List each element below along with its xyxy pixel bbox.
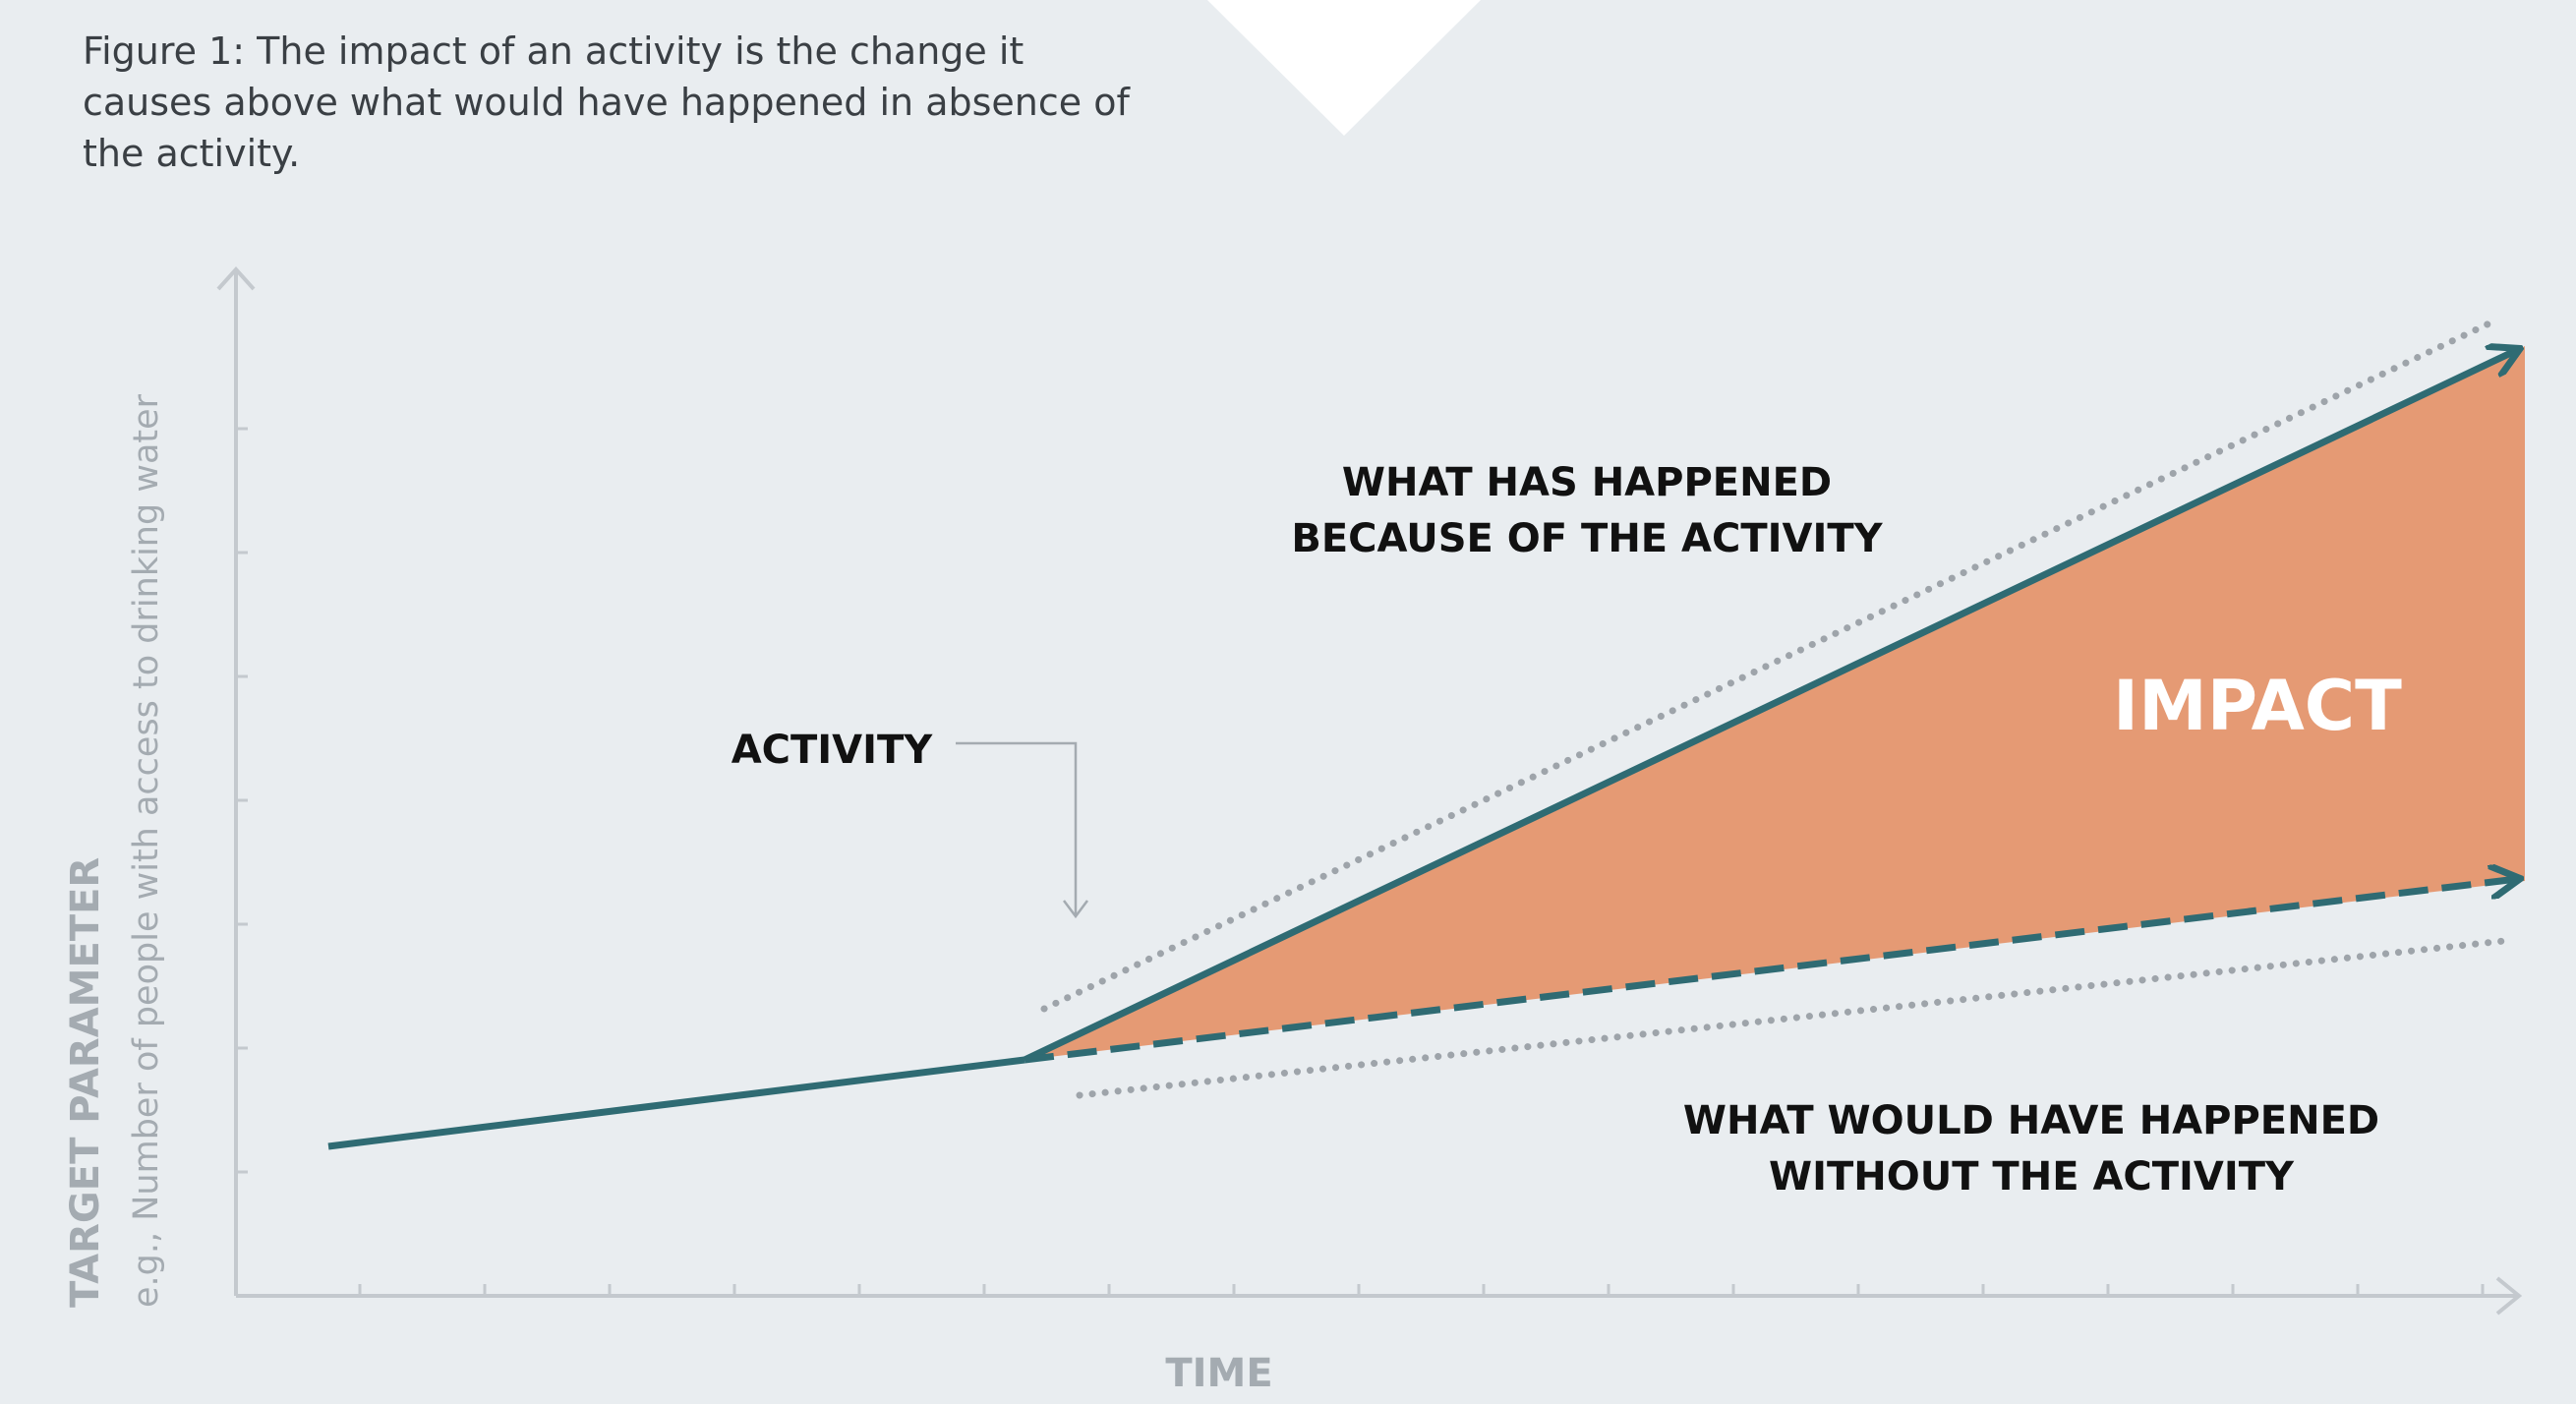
y-axis-ticks: [236, 427, 248, 1174]
y-axis-title: TARGET PARAMETER: [63, 857, 108, 1308]
without-label-line1: WHAT WOULD HAVE HAPPENED: [1683, 1098, 2379, 1143]
counterfactual-trend-line: [1024, 879, 2517, 1064]
happened-label-line2: BECAUSE OF THE ACTIVITY: [1291, 516, 1883, 561]
x-axis-ticks: [358, 1284, 2485, 1296]
x-axis-arrow-icon: [2495, 1276, 2523, 1316]
dotted-guide-lower: [1076, 936, 2517, 1099]
activity-label: ACTIVITY: [732, 728, 934, 773]
top-notch: [1207, 0, 1481, 136]
axes: [216, 266, 2523, 1316]
dotted-guide-upper: [1040, 317, 2499, 1013]
y-axis-subtitle: e.g., Number of people with access to dr…: [127, 393, 166, 1308]
baseline-trend-line: [327, 1056, 1025, 1150]
without-label-line2: WITHOUT THE ACTIVITY: [1769, 1154, 2295, 1199]
figure-caption: Figure 1: The impact of an activity is t…: [83, 29, 1130, 175]
activity-pointer-line: [956, 741, 1078, 914]
activity-pointer-arrow-icon: [1063, 900, 1088, 919]
x-axis-title: TIME: [1165, 1351, 1272, 1396]
impact-label: IMPACT: [2113, 666, 2402, 746]
happened-label-line1: WHAT HAS HAPPENED: [1342, 460, 1832, 505]
y-axis-arrow-icon: [216, 266, 256, 291]
actual-trend-line: [1023, 350, 2517, 1064]
